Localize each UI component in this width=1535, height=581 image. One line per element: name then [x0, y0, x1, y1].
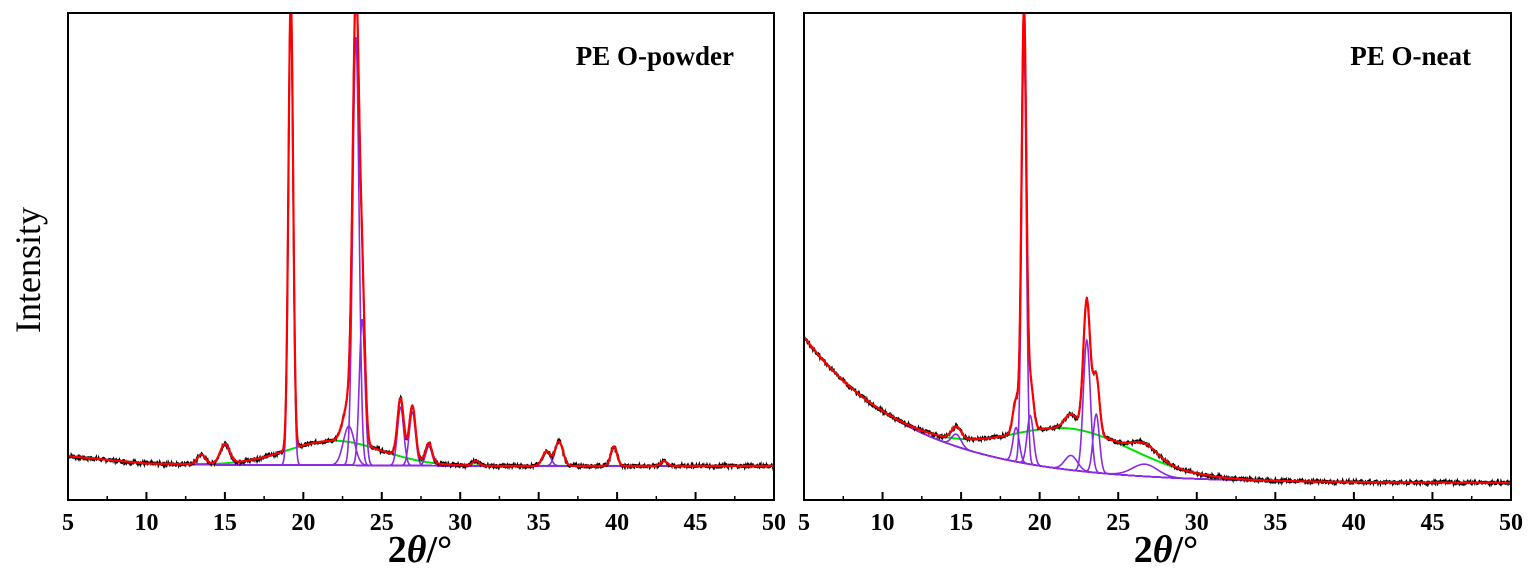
series-crystalline-peak-4 — [68, 37, 774, 467]
x-tick-label: 45 — [1420, 510, 1444, 536]
x-tick-label: 35 — [527, 510, 551, 536]
x-tick-label: 5 — [62, 510, 74, 536]
x-axis-title-theta: θ — [1152, 529, 1173, 571]
x-axis-title-right: 2θ/° — [1066, 528, 1266, 572]
series-amorphous-halo — [804, 336, 1511, 484]
series-measured — [804, 13, 1511, 488]
x-axis-title-theta: θ — [406, 529, 427, 571]
x-tick-label: 45 — [684, 510, 708, 536]
series-crystalline-peak-2 — [68, 13, 774, 467]
x-tick-label: 20 — [1028, 510, 1052, 536]
panel-label: PE O-neat — [1350, 41, 1471, 71]
x-tick-label: 15 — [949, 510, 973, 536]
series-amorphous-halo — [68, 439, 774, 467]
x-tick-label: 40 — [1342, 510, 1366, 536]
panel-label: PE O-powder — [576, 41, 734, 71]
series-crystalline-peak-5 — [68, 319, 774, 467]
x-tick-label: 10 — [134, 510, 158, 536]
series-crystalline-peak-2 — [804, 45, 1511, 484]
plot-area — [68, 13, 774, 472]
x-tick-label: 25 — [1106, 510, 1130, 536]
panel-peo-powder: 5 10 15 20 25 30 35 40 45 50 PE O-powder — [62, 12, 786, 536]
x-tick-label: 20 — [291, 510, 315, 536]
series-fit — [68, 13, 774, 468]
x-axis-title-unit: /° — [1172, 529, 1199, 571]
plot-area — [804, 13, 1511, 488]
x-tick-label: 30 — [1185, 510, 1209, 536]
x-tick-label: 35 — [1263, 510, 1287, 536]
panel-peo-neat: 5 10 15 20 25 30 35 40 45 50 PE O-neat — [798, 12, 1523, 536]
x-tick-label: 25 — [370, 510, 394, 536]
x-tick-label: 40 — [605, 510, 629, 536]
x-tick-label: 50 — [762, 510, 786, 536]
x-axis-title-2: 2 — [1133, 529, 1153, 571]
x-tick-label: 5 — [798, 510, 810, 536]
plot-frame — [67, 12, 775, 501]
x-tick-label: 15 — [213, 510, 237, 536]
y-axis-label-container: Intensity — [8, 150, 48, 390]
x-axis-title-unit: /° — [426, 529, 453, 571]
x-axis-title-2: 2 — [387, 529, 407, 571]
y-axis-label: Intensity — [8, 207, 49, 333]
x-tick-label: 10 — [871, 510, 895, 536]
x-tick-label: 50 — [1499, 510, 1523, 536]
series-fit — [804, 13, 1511, 484]
x-axis-title-left: 2θ/° — [320, 528, 520, 572]
x-tick-label: 30 — [448, 510, 472, 536]
